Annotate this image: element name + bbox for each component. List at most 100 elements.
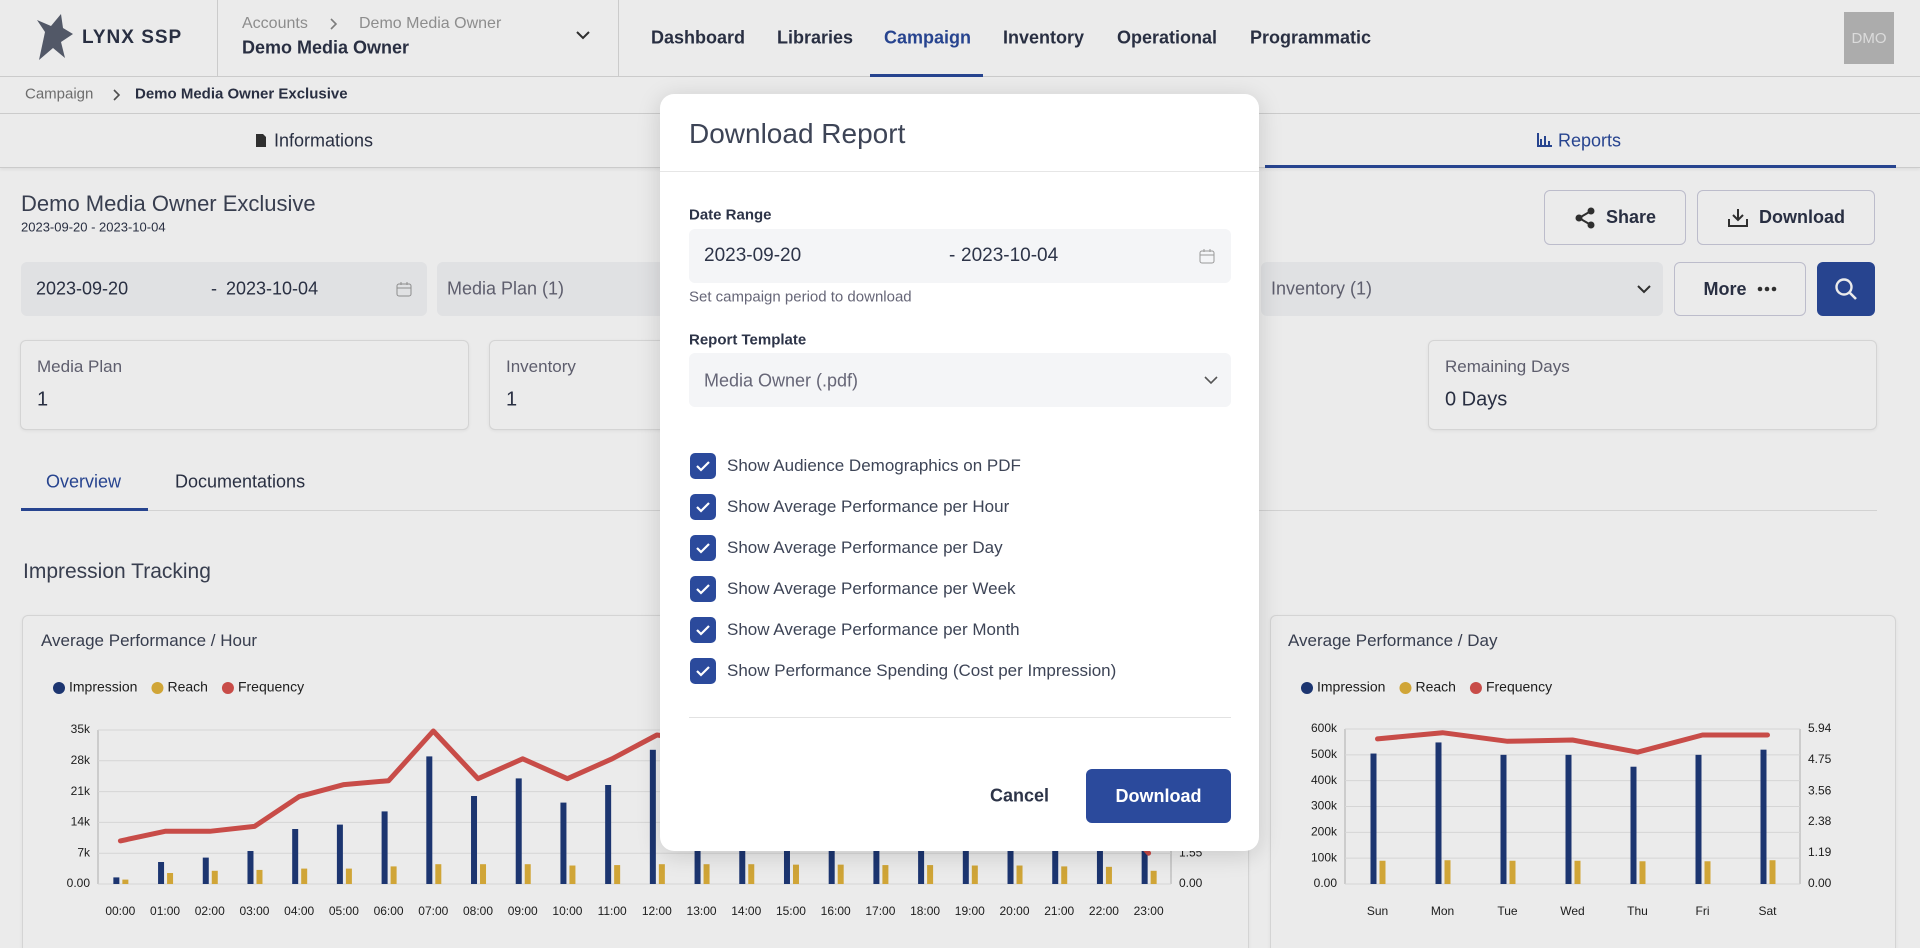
check-icon (696, 584, 710, 595)
bar (480, 864, 487, 884)
divider (689, 717, 1231, 718)
date-range-input[interactable]: 2023-09-20 - 2023-10-04 (689, 229, 1231, 283)
download-report-modal: Download Report Date Range 2023-09-20 - … (660, 94, 1259, 851)
nav-item[interactable]: Inventory (1003, 27, 1085, 48)
date-filter[interactable]: 2023-09-20 - 2023-10-04 (21, 262, 427, 316)
dropdown-icon (1637, 285, 1651, 294)
legend-label: Impression (69, 679, 137, 695)
logo-icon (37, 14, 73, 60)
checkbox[interactable] (690, 453, 716, 479)
avatar[interactable]: DMO (1844, 12, 1894, 64)
y-tick-label: 21k (71, 784, 91, 798)
option-row[interactable]: Show Average Performance per Week (690, 576, 1016, 602)
checkbox[interactable] (690, 617, 716, 643)
bar (1105, 866, 1112, 884)
y2-tick-label: 3.56 (1808, 783, 1832, 797)
bar (927, 865, 934, 884)
legend-label: Frequency (1486, 679, 1552, 695)
check-icon (696, 461, 710, 472)
x-tick-label: 10:00 (552, 904, 582, 918)
stat-label: Media Plan (37, 357, 123, 376)
search-button[interactable] (1817, 262, 1875, 316)
bar (1444, 860, 1451, 884)
share-button[interactable]: Share (1544, 190, 1686, 245)
option-row[interactable]: Show Performance Spending (Cost per Impr… (690, 658, 1116, 684)
y-tick-label: 0.00 (1314, 876, 1338, 890)
stat-value: 1 (506, 388, 518, 411)
x-tick-label: 01:00 (150, 904, 180, 918)
legend-label: Impression (1317, 679, 1385, 695)
y-tick-label: 500k (1311, 747, 1338, 761)
legend-swatch (1301, 682, 1313, 694)
bar (1760, 749, 1767, 884)
x-tick-label: 06:00 (374, 904, 404, 918)
bar (1016, 865, 1023, 884)
x-tick-label: 05:00 (329, 904, 359, 918)
x-tick-label: 09:00 (508, 904, 538, 918)
bar (471, 796, 478, 884)
option-row[interactable]: Show Average Performance per Month (690, 617, 1020, 643)
subtab[interactable]: Overview (46, 471, 122, 492)
dropdown-icon (1204, 376, 1218, 385)
stat-value: 1 (37, 388, 49, 411)
bar (1141, 822, 1148, 884)
tab[interactable]: Informations (274, 130, 374, 151)
nav-item[interactable]: Dashboard (651, 27, 746, 48)
bar (658, 864, 665, 884)
cancel-button[interactable]: Cancel (990, 785, 1050, 806)
x-tick-label: 02:00 (195, 904, 225, 918)
checkbox[interactable] (690, 576, 716, 602)
option-row[interactable]: Show Average Performance per Hour (690, 494, 1009, 520)
bar (1370, 753, 1377, 884)
bar (345, 868, 352, 884)
chart-title: Average Performance / Hour (41, 631, 258, 650)
bar (1150, 870, 1157, 884)
x-tick-label: 16:00 (821, 904, 851, 918)
nav-item[interactable]: Operational (1117, 27, 1218, 48)
dropdown-icon[interactable] (576, 31, 590, 41)
x-tick-label: 08:00 (463, 904, 493, 918)
download-button[interactable]: Download (1697, 190, 1875, 245)
x-tick-label: Tue (1497, 904, 1518, 918)
checkbox[interactable] (690, 658, 716, 684)
x-tick-label: Fri (1696, 904, 1710, 918)
bar (1695, 754, 1702, 884)
campaign-title: Demo Media Owner Exclusive (21, 191, 316, 216)
divider (618, 0, 619, 77)
bar (524, 864, 531, 884)
option-row[interactable]: Show Average Performance per Day (690, 535, 1003, 561)
bar (1704, 861, 1711, 884)
chevron (330, 18, 338, 30)
breadcrumb-link[interactable]: Campaign (25, 85, 94, 103)
checkbox[interactable] (690, 535, 716, 561)
media-plan-filter[interactable]: Media Plan (1) (437, 262, 697, 316)
nav-item[interactable]: Libraries (777, 27, 854, 48)
download-confirm-button[interactable]: Download (1086, 769, 1231, 823)
button-label: Share (1605, 207, 1657, 227)
divider (217, 0, 218, 77)
bar (1574, 860, 1581, 884)
button-label: More (1703, 278, 1747, 299)
stat-label: Remaining Days (1445, 357, 1570, 376)
more-button[interactable]: More (1674, 262, 1806, 316)
bar (837, 864, 844, 884)
account-name[interactable]: Demo Media Owner (242, 37, 410, 58)
bar (158, 862, 165, 884)
bar (167, 873, 174, 884)
template-select[interactable]: Media Owner (.pdf) (689, 353, 1231, 407)
bar (703, 864, 710, 884)
y2-tick-label: 0.00 (1808, 876, 1832, 890)
bar (569, 865, 576, 884)
nav-item[interactable]: Campaign (884, 27, 972, 48)
bar (1500, 754, 1507, 884)
inventory-filter[interactable]: Inventory (1) (1261, 262, 1663, 316)
nav-item[interactable]: Programmatic (1250, 27, 1372, 48)
subtab[interactable]: Documentations (175, 471, 306, 492)
checkbox[interactable] (690, 494, 716, 520)
stat-label: Inventory (506, 357, 576, 376)
doc-icon (256, 134, 266, 147)
option-row[interactable]: Show Audience Demographics on PDF (690, 453, 1021, 479)
tab[interactable]: Reports (1558, 130, 1622, 151)
